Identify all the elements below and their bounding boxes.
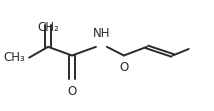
Text: CH₃: CH₃ [3, 51, 25, 64]
Text: O: O [119, 61, 128, 74]
Text: NH: NH [93, 27, 110, 40]
Text: O: O [67, 85, 77, 98]
Text: CH₂: CH₂ [37, 21, 59, 34]
